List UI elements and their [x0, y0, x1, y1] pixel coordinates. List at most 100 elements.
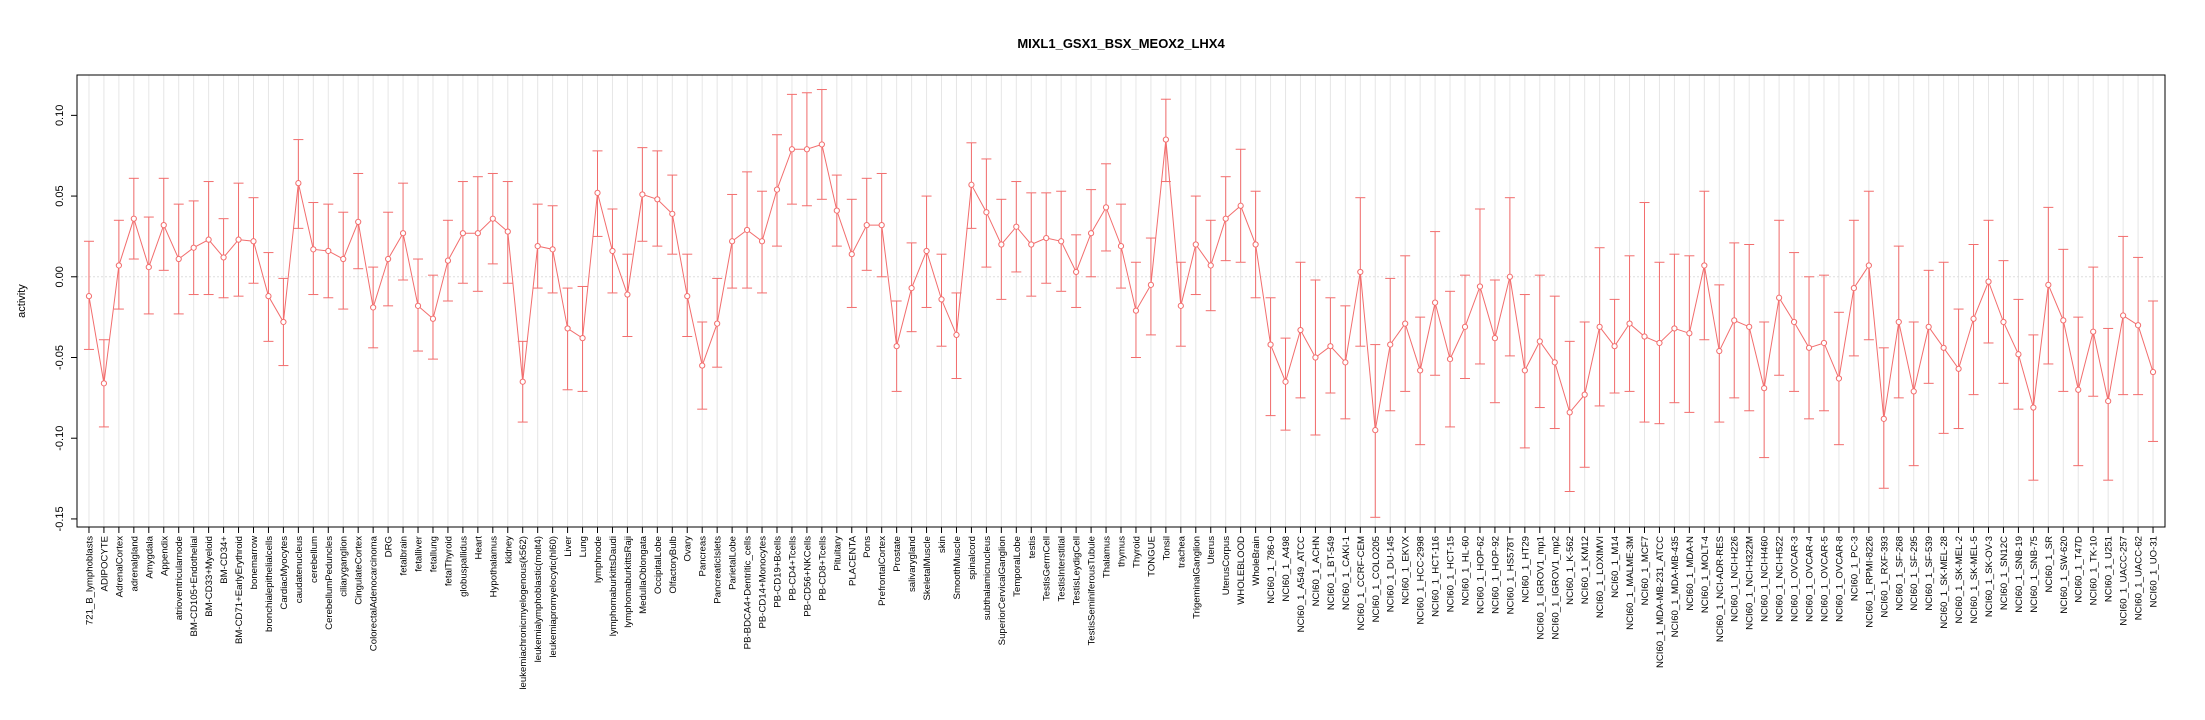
x-tick-label: WholeBrain: [1251, 536, 1262, 586]
x-tick-label: NCI60_1_PC-3: [1849, 536, 1860, 601]
data-point: [101, 381, 106, 386]
x-tick-label: NCI60_1_SK-MEL-2: [1954, 536, 1965, 623]
x-tick-label: NCI60_1_UACC-257: [2119, 536, 2130, 626]
data-point: [1074, 269, 1079, 274]
x-tick-label: PB-CD8+Tcells: [817, 536, 828, 601]
x-tick-label: NCI60_1_TK-10: [2089, 536, 2100, 605]
x-tick-label: NCI60_1_EKVX: [1401, 535, 1412, 604]
x-tick-label: NCI60_1_NCI-H460: [1760, 536, 1771, 622]
x-tick-label: AdrenalCortex: [114, 536, 125, 598]
x-tick-label: atrioventricularnode: [174, 536, 185, 620]
data-point: [924, 248, 929, 253]
data-point: [371, 305, 376, 310]
x-tick-label: NCI60_1_SNB-19: [2014, 536, 2025, 613]
data-point: [879, 223, 884, 228]
data-point: [1956, 366, 1961, 371]
data-point: [2150, 369, 2155, 374]
data-point: [804, 147, 809, 152]
data-point: [1238, 203, 1243, 208]
x-tick-label: BM-CD105+Endothelial: [189, 536, 200, 637]
x-tick-label: PancreaticIslets: [713, 536, 724, 604]
data-point: [1088, 231, 1093, 236]
data-point: [759, 239, 764, 244]
x-tick-label: NCI60_1_U251: [2104, 536, 2115, 602]
x-tick-label: NCI60_1_T47D: [2074, 536, 2085, 603]
data-point: [1582, 392, 1587, 397]
x-tick-label: NCI60_1_SF-268: [1894, 536, 1905, 611]
data-point: [1029, 242, 1034, 247]
y-axis-label: activity: [16, 284, 28, 318]
x-tick-label: ColorectalAdenocarcinoma: [369, 535, 380, 651]
data-point: [1971, 316, 1976, 321]
data-point: [864, 223, 869, 228]
x-tick-label: BM-CD34+: [219, 536, 230, 584]
x-tick-label: SkeletalMuscle: [922, 536, 933, 601]
data-point: [1328, 344, 1333, 349]
x-tick-label: kidney: [503, 536, 514, 564]
x-tick-label: NCI60_1_OVCAR-8: [1834, 536, 1845, 622]
y-tick-label: -0.15: [54, 506, 66, 531]
data-point: [2135, 323, 2140, 328]
data-point: [1702, 263, 1707, 268]
data-point: [655, 197, 660, 202]
y-tick-label: 0.10: [54, 105, 66, 126]
x-tick-label: Uterus: [1206, 536, 1217, 564]
data-point: [311, 247, 316, 252]
x-tick-label: thymus: [1117, 536, 1128, 567]
x-tick-label: cerebellum: [309, 536, 320, 583]
x-tick-label: NCI60_1_SK-MEL-5: [1969, 536, 1980, 623]
x-tick-label: globuspallidus: [458, 536, 469, 597]
data-point: [1522, 368, 1527, 373]
x-tick-label: NCI60_1_HOP-92: [1490, 536, 1501, 614]
data-point: [819, 142, 824, 147]
x-tick-label: fetallung: [428, 536, 439, 572]
x-tick-label: skin: [937, 536, 948, 553]
data-point: [1178, 303, 1183, 308]
data-point: [356, 219, 361, 224]
x-tick-label: lymphnode: [593, 536, 604, 583]
data-point: [2016, 352, 2021, 357]
x-tick-label: NCI60_1_SF-295: [1909, 536, 1920, 611]
data-point: [1462, 324, 1467, 329]
x-tick-label: Lung: [578, 536, 589, 557]
x-tick-label: Appendix: [159, 536, 170, 576]
x-tick-label: Hypothalamus: [488, 536, 499, 598]
data-point: [744, 227, 749, 232]
data-point: [1313, 355, 1318, 360]
data-point: [685, 294, 690, 299]
data-point: [535, 244, 540, 249]
x-tick-label: NCI60_1_NCI-H226: [1730, 536, 1741, 622]
data-point: [146, 265, 151, 270]
data-point: [400, 231, 405, 236]
data-point: [131, 216, 136, 221]
x-tick-label: NCI60_1_786-0: [1266, 536, 1277, 604]
data-point: [1193, 242, 1198, 247]
x-tick-label: Heart: [473, 536, 484, 560]
data-point: [954, 332, 959, 337]
x-tick-label: NCI60_1_M14: [1610, 535, 1621, 598]
x-tick-label: TestisInterstitial: [1057, 536, 1068, 602]
x-tick-label: CardiacMyocytes: [279, 536, 290, 610]
data-point: [984, 210, 989, 215]
x-tick-label: NCI60_1_MDA-N: [1685, 536, 1696, 611]
data-point: [460, 231, 465, 236]
x-tick-label: NCI60_1_MOLT-4: [1700, 535, 1711, 613]
x-tick-label: NCI60_1_RPMI-8226: [1864, 536, 1875, 628]
data-point: [1208, 263, 1213, 268]
data-point: [789, 147, 794, 152]
x-tick-label: Tonsil: [1161, 536, 1172, 561]
x-tick-label: lymphomaburkittsRaji: [623, 536, 634, 628]
data-point: [1373, 428, 1378, 433]
data-point: [640, 192, 645, 197]
data-point: [715, 321, 720, 326]
data-point: [176, 256, 181, 261]
x-tick-label: Thalamus: [1102, 536, 1113, 578]
x-tick-label: NCI60_1_SF-539: [1924, 536, 1935, 611]
data-point: [834, 208, 839, 213]
data-point: [1806, 345, 1811, 350]
data-point: [2046, 282, 2051, 287]
x-tick-label: ciliaryganglion: [339, 536, 350, 597]
data-point: [520, 379, 525, 384]
data-point: [1612, 344, 1617, 349]
